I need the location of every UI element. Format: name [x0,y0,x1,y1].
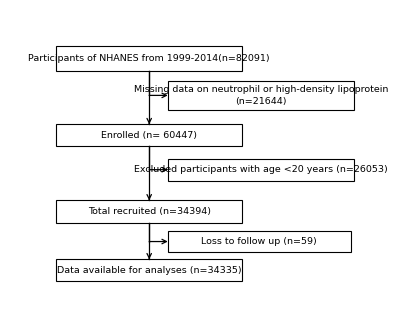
FancyBboxPatch shape [56,124,242,146]
Text: Loss to follow up (n=59): Loss to follow up (n=59) [201,237,317,246]
FancyBboxPatch shape [56,200,242,223]
FancyBboxPatch shape [168,81,354,109]
Text: Missing data on neutrophil or high-density lipoprotein
(n=21644): Missing data on neutrophil or high-densi… [134,85,388,106]
Text: Excluded participants with age <20 years (n=26053): Excluded participants with age <20 years… [134,165,388,174]
FancyBboxPatch shape [56,46,242,71]
Text: Total recruited (n=34394): Total recruited (n=34394) [88,207,211,216]
FancyBboxPatch shape [168,159,354,181]
Text: Participants of NHANES from 1999-2014(n=82091): Participants of NHANES from 1999-2014(n=… [28,54,270,63]
Text: Data available for analyses (n=34335): Data available for analyses (n=34335) [57,266,242,275]
FancyBboxPatch shape [168,231,351,252]
FancyBboxPatch shape [56,259,242,281]
Text: Enrolled (n= 60447): Enrolled (n= 60447) [101,131,197,140]
